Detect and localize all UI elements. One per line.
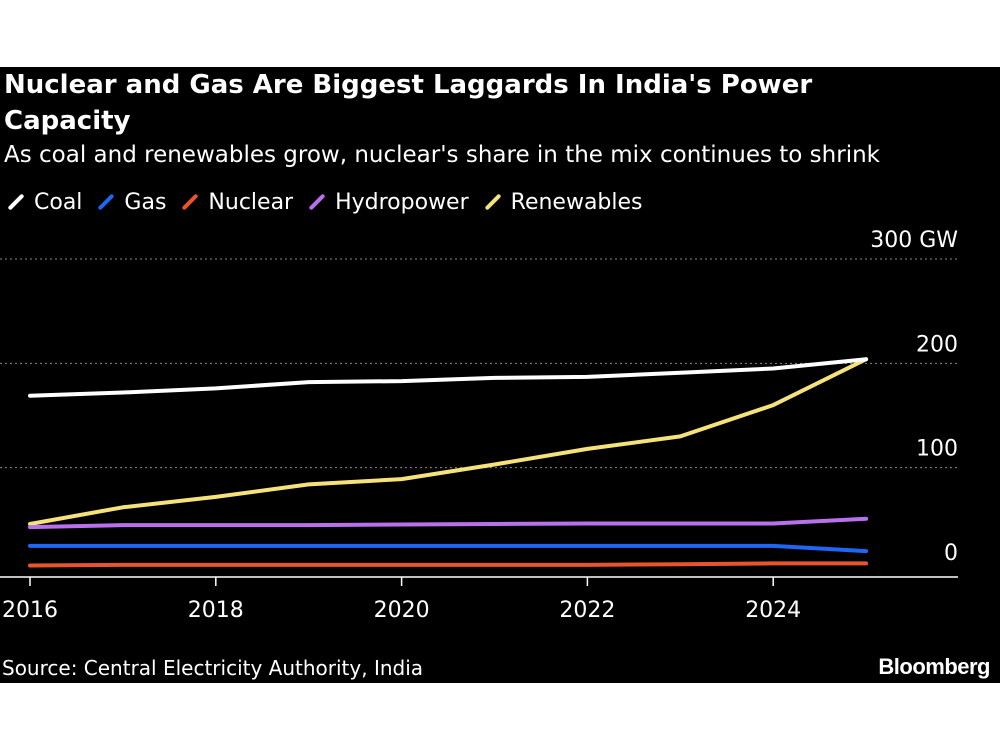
chart-title: Nuclear and Gas Are Biggest Laggards In … [4, 70, 813, 136]
source-note: Source: Central Electricity Authority, I… [2, 656, 424, 680]
x-tick-label: 2020 [374, 598, 430, 623]
legend-label: Gas [124, 189, 167, 215]
series-line-renewables [28, 357, 869, 526]
y-tick-label: 300 GW [870, 228, 958, 253]
series-line-gas [28, 543, 869, 554]
chart-legend: Coal Gas Nuclear Hydropower Renewables [6, 187, 657, 217]
y-tick-label: 200 [916, 332, 958, 357]
y-tick-label: 0 [944, 541, 958, 566]
legend-item-coal: Coal [6, 190, 82, 215]
legend-item-nuclear: Nuclear [180, 190, 293, 215]
legend-item-hydropower: Hydropower [307, 190, 469, 215]
series-line-nuclear [28, 561, 869, 568]
legend-label: Coal [34, 189, 83, 215]
x-tick-label: 2016 [2, 598, 58, 623]
gridlines: 300 GW 200 100 0 [0, 228, 958, 566]
legend-label: Renewables [510, 189, 643, 215]
series-line-coal [28, 357, 869, 398]
legend-item-renewables: Renewables [483, 190, 643, 215]
series-lines [28, 357, 869, 568]
y-tick-label: 100 [916, 437, 958, 462]
series-line-hydropower [28, 516, 869, 530]
line-chart: 300 GW 200 100 0 2016 2018 2020 2022 2024 [0, 228, 958, 623]
chart-panel: Nuclear and Gas Are Biggest Laggards In … [0, 67, 1000, 683]
bloomberg-logo: Bloomberg [878, 654, 990, 679]
x-axis: 2016 2018 2020 2022 2024 [0, 576, 958, 623]
legend-label: Hydropower [335, 189, 469, 215]
x-tick-label: 2022 [559, 598, 615, 623]
x-tick-label: 2024 [745, 598, 801, 623]
x-tick-label: 2018 [188, 598, 244, 623]
legend-label: Nuclear [208, 189, 294, 215]
chart-subtitle: As coal and renewables grow, nuclear's s… [4, 142, 880, 168]
legend-item-gas: Gas [96, 190, 166, 215]
